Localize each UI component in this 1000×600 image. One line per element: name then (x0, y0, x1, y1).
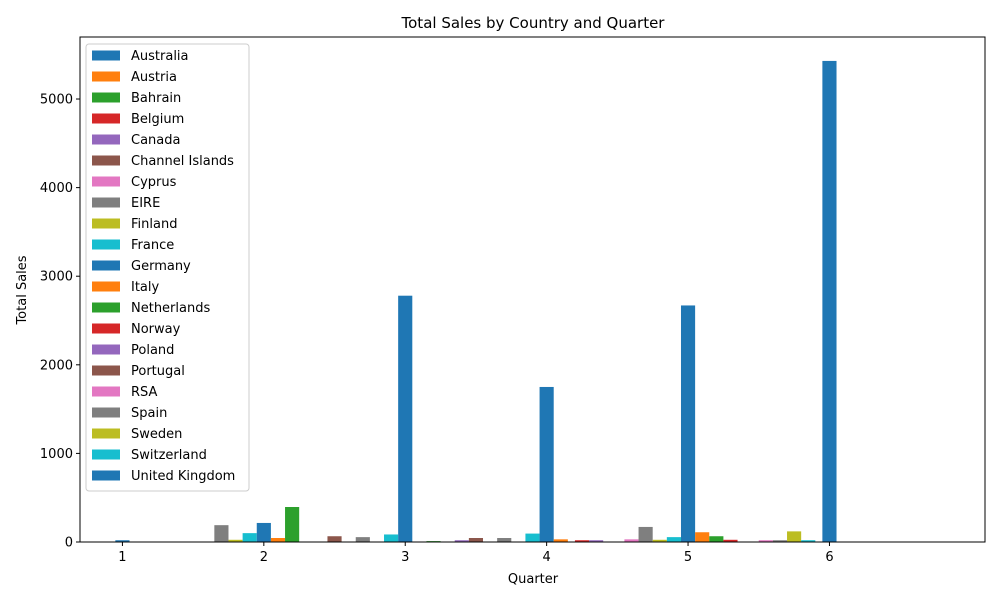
y-tick-label: 2000 (40, 358, 73, 373)
legend-swatch (92, 365, 120, 376)
legend-swatch (92, 260, 120, 271)
y-tick-label: 1000 (40, 447, 73, 462)
bar-switzerland-0 (384, 534, 399, 542)
legend-label: Canada (131, 133, 180, 148)
bar-netherlands-0 (709, 536, 724, 542)
x-tick-label: 3 (401, 550, 409, 565)
legend-label: Australia (131, 49, 189, 64)
legend-label: Bahrain (131, 91, 181, 106)
legend-label: Sweden (131, 427, 182, 442)
bar-spain-2 (638, 526, 653, 542)
bar-spain-1 (497, 538, 512, 542)
legend: Australia Austria Bahrain Belgium Canada Chan… (85, 43, 250, 492)
x-tick-label: 4 (543, 550, 551, 565)
legend-swatch (92, 218, 120, 229)
bar-sweden-0 (652, 539, 667, 542)
legend-swatch (92, 197, 120, 208)
legend-swatch (92, 50, 120, 61)
axes-layer: 0 1000 2000 3000 4000 5000 1 2 3 4 5 6 (40, 36, 986, 565)
plot-frame (79, 36, 986, 543)
x-tick-label: 5 (684, 550, 692, 565)
legend-label: RSA (131, 385, 158, 400)
bar-finland-0 (228, 539, 243, 542)
bar-united-kingdom-1 (539, 386, 554, 542)
legend-swatch (92, 449, 120, 460)
bar-spain-0 (355, 537, 370, 542)
legend-label: Netherlands (131, 301, 210, 316)
legend-swatch (92, 323, 120, 334)
bar-poland-0 (454, 540, 469, 542)
legend-swatch (92, 134, 120, 145)
bar-united-kingdom-2 (680, 305, 696, 542)
legend-box (85, 43, 250, 492)
legend-label: France (131, 238, 174, 253)
bar-united-kingdom-3 (822, 60, 837, 543)
legend-swatch (92, 176, 120, 187)
bar-rsa-1 (758, 540, 773, 542)
legend-label: Belgium (131, 112, 184, 127)
bar-portugal-0 (327, 536, 342, 542)
legend-label: Spain (131, 406, 167, 421)
legend-swatch (92, 344, 120, 355)
legend-swatch (92, 386, 120, 397)
legend-label: Austria (131, 70, 177, 85)
legend-label: Norway (131, 322, 181, 337)
legend-label: Cyprus (131, 175, 177, 190)
legend-label: Channel Islands (131, 154, 234, 169)
bar-italy-0 (270, 538, 286, 542)
bar-italy-0 (553, 539, 568, 542)
legend-label: Italy (131, 280, 160, 295)
bar-italy-1 (695, 532, 710, 542)
x-tick-label: 1 (118, 550, 126, 565)
bar-portugal-1 (468, 538, 484, 542)
legend-swatch (92, 470, 120, 481)
x-tick-label: 2 (260, 550, 268, 565)
legend-label: Germany (131, 259, 191, 274)
bar-rsa-0 (624, 539, 639, 542)
bar-switzerland-2 (666, 537, 681, 542)
legend-label: Portugal (131, 364, 185, 379)
legend-label: Finland (131, 217, 177, 232)
y-tick-label: 5000 (40, 93, 73, 108)
legend-label: Switzerland (131, 448, 207, 463)
legend-swatch (92, 428, 120, 439)
bar-united-kingdom-0 (398, 295, 413, 542)
bar-switzerland-1 (525, 533, 540, 542)
bar-australia-0 (115, 540, 130, 542)
legend-swatch (92, 113, 120, 124)
legend-label: EIRE (131, 196, 160, 211)
legend-swatch (92, 92, 120, 103)
x-tick-label: 6 (825, 550, 833, 565)
bar-france-0 (242, 533, 257, 542)
bar-switzerland-3 (801, 540, 816, 542)
x-axis-label: Quarter (508, 572, 559, 587)
bars-layer (115, 60, 837, 543)
y-tick-label: 4000 (40, 181, 73, 196)
bar-spain-3 (772, 540, 788, 542)
bar-norway-0 (723, 539, 738, 542)
legend-label: Poland (131, 343, 174, 358)
y-tick-label: 3000 (40, 270, 73, 285)
chart-title: Total Sales by Country and Quarter (401, 14, 666, 32)
legend-swatch (92, 407, 120, 418)
bar-eire-0 (214, 525, 229, 542)
bar-netherlands-0 (285, 507, 300, 542)
legend-swatch (92, 281, 120, 292)
legend-swatch (92, 239, 120, 250)
bar-sweden-1 (787, 531, 802, 542)
bar-norway-0 (574, 540, 590, 542)
legend-label: United Kingdom (131, 469, 235, 484)
legend-swatch (92, 302, 120, 313)
legend-swatch (92, 155, 120, 166)
bar-poland-1 (589, 540, 604, 542)
y-axis-label: Total Sales (15, 255, 30, 325)
y-tick-label: 0 (65, 536, 73, 551)
bar-germany-0 (256, 522, 271, 542)
legend-swatch (92, 71, 120, 82)
